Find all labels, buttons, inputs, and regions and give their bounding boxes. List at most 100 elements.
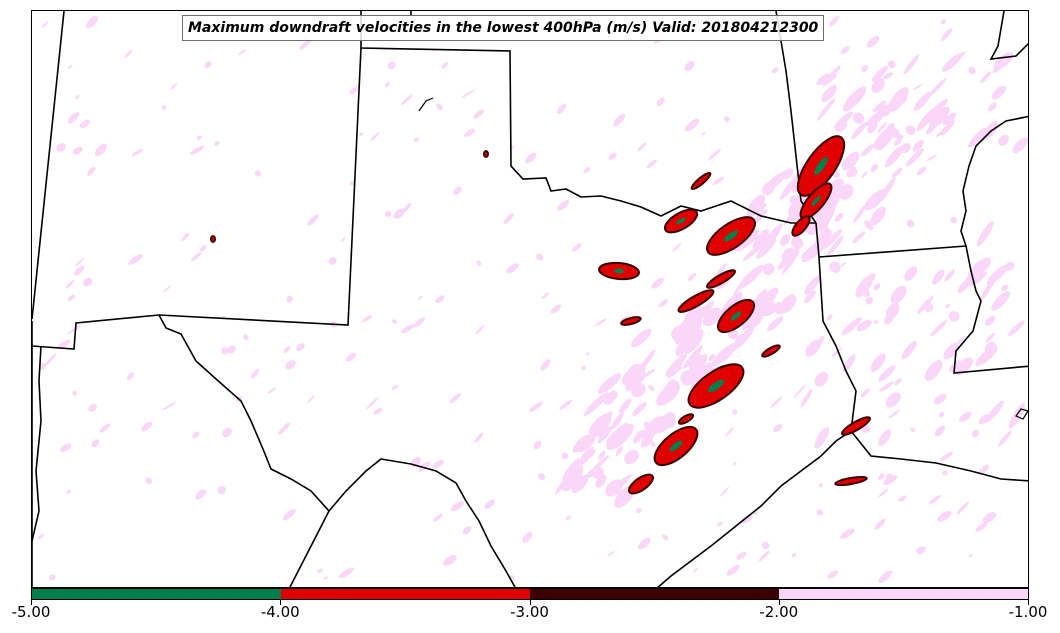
weak-downdraft-blob	[885, 302, 900, 320]
weak-downdraft-blob	[79, 119, 91, 129]
weak-downdraft-blob	[885, 392, 901, 408]
map-panel	[31, 10, 1029, 588]
weak-downdraft-blob	[413, 137, 419, 143]
weak-downdraft-blob	[980, 71, 992, 83]
weak-downdraft-blob	[476, 260, 482, 266]
weak-downdraft-blob	[874, 518, 886, 530]
texas-louisiana-border	[815, 222, 857, 432]
weak-downdraft-blob	[662, 414, 676, 428]
weak-downdraft-blob	[985, 400, 1005, 423]
weak-downdraft-blob	[738, 264, 765, 289]
weak-downdraft-blob	[631, 383, 646, 398]
colorbar-tick-label: -4.00	[260, 603, 300, 621]
weak-downdraft-blob	[370, 131, 380, 142]
weak-downdraft-blob	[618, 398, 632, 414]
colorbar-tick-mark	[31, 600, 32, 605]
weak-downdraft-blob	[267, 387, 277, 394]
weak-downdraft-blob	[413, 317, 425, 328]
weak-downdraft-blob	[883, 475, 898, 485]
weak-downdraft-blob	[613, 113, 626, 127]
weak-downdraft-blob	[934, 425, 945, 437]
weak-downdraft-blob	[161, 105, 167, 111]
weak-downdraft-blob	[864, 220, 874, 230]
weak-downdraft-blob	[461, 89, 475, 98]
weak-downdraft-blob	[145, 477, 153, 485]
weak-downdraft-blob	[550, 304, 562, 314]
weak-downdraft-blob	[559, 399, 573, 410]
weak-downdraft-blob	[945, 303, 951, 309]
weak-downdraft-blob	[633, 430, 645, 444]
weak-downdraft-blob	[60, 443, 72, 452]
weak-downdraft-blob	[37, 533, 45, 540]
weak-downdraft-blob	[942, 470, 948, 476]
storm-cell	[483, 150, 489, 158]
weak-downdraft-blob	[856, 319, 872, 332]
weak-downdraft-blob	[572, 434, 592, 453]
weak-downdraft-blob	[680, 369, 694, 383]
colorbar-segment	[530, 589, 779, 599]
storm-cell	[706, 269, 736, 289]
weak-downdraft-blob	[781, 247, 794, 262]
weak-downdraft-blob	[894, 378, 902, 386]
weak-downdraft-blob	[979, 464, 990, 475]
weak-downdraft-blob	[39, 363, 47, 370]
weak-downdraft-blob	[732, 409, 738, 415]
weak-downdraft-blob	[912, 139, 924, 152]
weak-downdraft-blob	[464, 128, 476, 138]
storm-cell	[620, 316, 642, 326]
weak-downdraft-blob	[872, 100, 887, 113]
weak-downdraft-blob	[83, 277, 93, 287]
weak-downdraft-blob	[660, 383, 678, 402]
weak-downdraft-blob	[418, 295, 423, 301]
weak-downdraft-blob	[65, 279, 75, 289]
weak-downdraft-blob	[791, 237, 804, 250]
weak-downdraft-blob	[594, 318, 607, 327]
weak-downdraft-blob	[723, 116, 730, 122]
weak-downdraft-blob	[888, 87, 909, 113]
weak-downdraft-blob	[190, 251, 202, 262]
weak-downdraft-blob	[984, 341, 997, 356]
weak-downdraft-blob	[760, 300, 777, 317]
weak-downdraft-blob	[906, 219, 915, 228]
storm-cell	[834, 475, 868, 487]
weak-downdraft-blob	[449, 393, 461, 404]
weak-downdraft-blob	[204, 61, 212, 69]
weak-downdraft-blob	[733, 325, 755, 350]
weak-downdraft-blob	[435, 295, 445, 304]
weak-downdraft-blob	[866, 35, 880, 48]
weak-downdraft-blob	[432, 459, 444, 469]
weak-downdraft-blob	[878, 488, 889, 498]
weak-downdraft-blob	[852, 112, 865, 124]
weak-downdraft-blob	[338, 567, 355, 579]
weak-downdraft-blob	[938, 411, 945, 418]
weak-downdraft-blob	[636, 507, 642, 514]
weak-downdraft-blob	[982, 511, 997, 523]
weak-downdraft-blob	[227, 345, 236, 354]
colorbar-tick-label: -1.00	[1008, 603, 1048, 621]
weak-downdraft-blob	[624, 449, 639, 465]
weak-downdraft-blob	[941, 28, 953, 41]
weak-downdraft-blob	[128, 254, 143, 265]
weak-downdraft-blob	[131, 148, 144, 157]
weak-downdraft-blob	[307, 214, 319, 226]
weak-downdraft-blob	[720, 486, 730, 497]
weak-downdraft-blob	[791, 552, 797, 558]
storm-cell	[677, 289, 715, 313]
weak-downdraft-blob	[761, 541, 770, 550]
storm-cells	[210, 135, 871, 495]
weak-downdraft-blob	[637, 537, 651, 550]
weak-downdraft-blob	[940, 19, 947, 25]
weak-downdraft-blob	[432, 513, 443, 522]
weak-downdraft-blob	[345, 352, 356, 362]
weak-downdraft-blob	[855, 275, 873, 298]
weak-downdraft-blob	[903, 54, 920, 75]
storm-cell	[677, 413, 695, 425]
weak-downdraft-blob	[888, 409, 901, 419]
weak-downdraft-blob	[838, 184, 854, 200]
weak-downdraft-blob	[384, 82, 390, 88]
weak-downdraft-blob	[67, 112, 80, 124]
weak-downdraft-blob	[66, 489, 72, 494]
colorbar-tick-label: -5.00	[11, 603, 51, 621]
weak-downdraft-blob	[349, 181, 355, 186]
weak-downdraft-blob	[190, 145, 204, 155]
